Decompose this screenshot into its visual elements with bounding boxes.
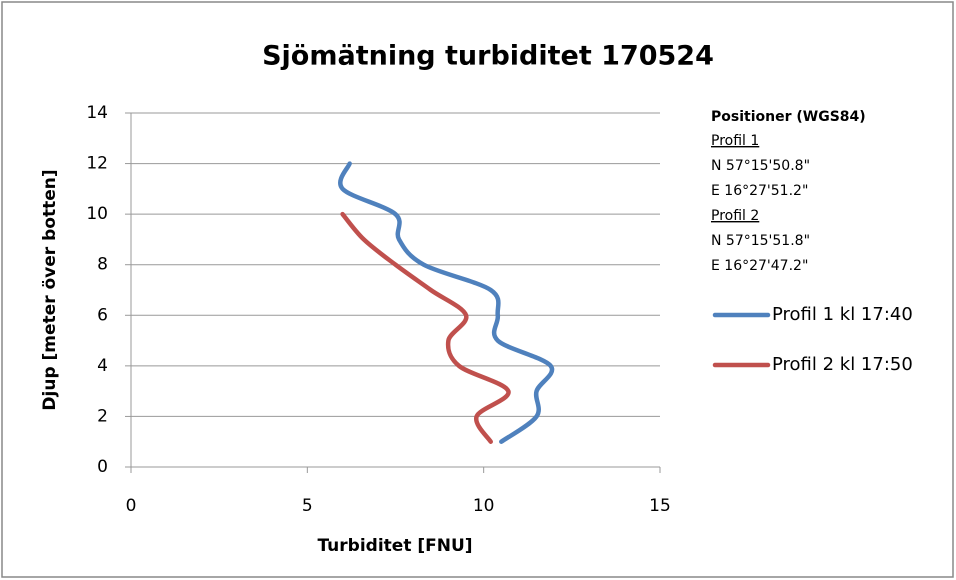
x-axis-title: Turbiditet [FNU] bbox=[317, 536, 472, 556]
profile-label: Profil 2 bbox=[711, 208, 759, 224]
series-line bbox=[340, 211, 511, 444]
y-tick-label: 10 bbox=[86, 204, 108, 224]
positions-heading: Positioner (WGS84) bbox=[711, 109, 866, 125]
series-line bbox=[338, 161, 555, 444]
y-tick-label: 12 bbox=[86, 154, 108, 174]
x-tick-label: 5 bbox=[302, 496, 313, 516]
profile-label: Profil 1 bbox=[711, 133, 759, 149]
y-tick-label: 2 bbox=[97, 406, 108, 426]
y-axis-title: Djup [meter över botten] bbox=[40, 169, 60, 410]
x-tick-label: 0 bbox=[126, 496, 137, 516]
x-tick-label: 10 bbox=[473, 496, 495, 516]
chart-title: Sjömätning turbiditet 170524 bbox=[262, 41, 714, 72]
profile-lon: E 16°27'51.2" bbox=[711, 183, 808, 199]
y-tick-label: 0 bbox=[97, 457, 108, 477]
profile-lat: N 57°15'50.8" bbox=[711, 158, 810, 174]
profile-lat: N 57°15'51.8" bbox=[711, 233, 810, 249]
y-tick-label: 8 bbox=[97, 255, 108, 275]
y-tick-label: 14 bbox=[86, 103, 108, 123]
profile-lon: E 16°27'47.2" bbox=[711, 258, 808, 274]
y-tick-label: 6 bbox=[97, 305, 108, 325]
legend-label: Profil 1 kl 17:40 bbox=[772, 304, 913, 325]
y-tick-label: 4 bbox=[97, 356, 108, 376]
legend-label: Profil 2 kl 17:50 bbox=[772, 354, 913, 375]
x-tick-label: 15 bbox=[649, 496, 671, 516]
